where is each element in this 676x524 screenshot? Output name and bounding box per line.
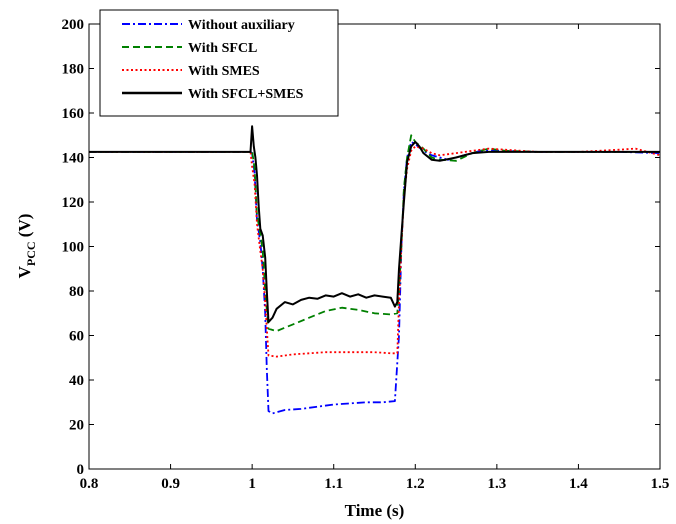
x-tick-label-3: 1.1 — [324, 476, 343, 492]
x-tick-label-5: 1.3 — [487, 476, 506, 492]
y-tick-label-7: 140 — [62, 151, 85, 167]
y-tick-label-6: 120 — [62, 195, 85, 211]
x-axis-title: Time (s) — [345, 501, 405, 520]
x-tick-label-6: 1.4 — [569, 476, 588, 492]
y-tick-label-5: 100 — [62, 240, 85, 256]
legend-label-2: With SMES — [188, 64, 260, 79]
y-tick-label-2: 40 — [69, 373, 84, 389]
y-axis-title-unit: (V) — [15, 214, 34, 242]
legend-label-3: With SFCL+SMES — [188, 87, 304, 102]
y-tick-label-4: 80 — [69, 284, 84, 300]
ticks-layer: 0.8 0.9 1 1.1 1.2 1.3 1.4 1.5 0 20 40 60 80 100 120 140… — [62, 17, 670, 492]
series-line-with-smes — [89, 145, 661, 358]
y-tick-label-0: 0 — [77, 462, 85, 478]
legend-label-0: Without auxiliary — [188, 18, 295, 33]
series-layer — [89, 125, 661, 415]
series-line-with-sfcl — [89, 134, 660, 333]
y-tick-label-9: 180 — [62, 62, 85, 78]
y-tick-label-8: 160 — [62, 106, 85, 122]
y-tick-label-3: 60 — [69, 329, 84, 345]
y-axis-title-main: V — [15, 265, 34, 278]
x-tick-label-1: 0.9 — [161, 476, 180, 492]
x-tick-label-4: 1.2 — [406, 476, 425, 492]
legend-label-1: With SFCL — [188, 41, 257, 56]
x-tick-label-0: 0.8 — [80, 476, 99, 492]
y-tick-label-1: 20 — [69, 418, 84, 434]
y-axis-title: VPCC (V) — [15, 214, 38, 279]
x-tick-label-2: 1 — [248, 476, 256, 492]
legend: Without auxiliary With SFCL With SMES With … — [99, 9, 339, 117]
legend-box — [99, 9, 339, 117]
x-tick-label-7: 1.5 — [651, 476, 670, 492]
y-axis-title-sub: PCC — [24, 241, 38, 266]
series-line-with-sfcl-smes — [89, 125, 660, 324]
y-tick-label-10: 200 — [62, 17, 85, 33]
